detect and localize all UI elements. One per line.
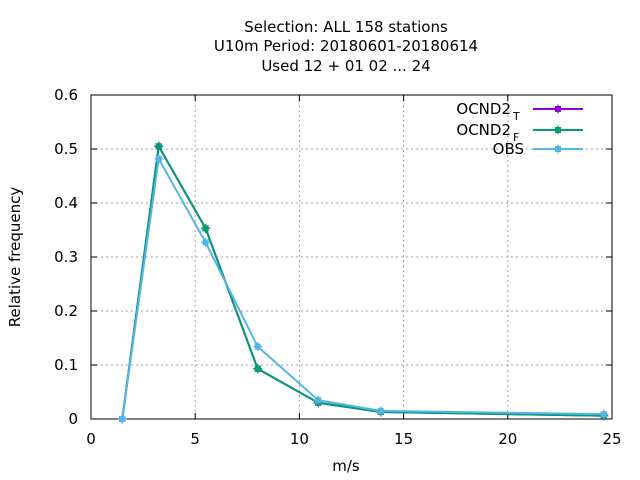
data-point [201,223,211,233]
series-2 [117,141,609,424]
data-point [599,409,609,419]
chart-title-line-2: U10m Period: 20180601-20180614 [214,37,478,55]
legend-swatch-marker [553,125,563,135]
legend-swatch-marker [553,144,563,154]
series-3 [117,154,609,424]
axis-ticks: 0 5 10 15 20 25 0 0.1 0.2 0.3 0.4 0.5 0.6 [54,86,621,448]
data-point [154,141,164,151]
x-tick-label: 15 [394,430,413,448]
series-1 [117,141,609,424]
legend-label: OCND2 [456,121,511,139]
legend-swatch-marker [553,104,563,114]
data-point [376,406,386,416]
y-tick-label: 0.5 [54,140,78,158]
legend-label-subscript: T [512,110,520,123]
legend-entry: OCND2 T [456,100,583,123]
data-point [313,395,323,405]
legend-entry: OBS [493,140,583,158]
legend-label-subscript: F [513,131,519,144]
chart-title-line-3: Used 12 + 01 02 ... 24 [261,57,430,75]
data-point [253,364,263,374]
y-tick-label: 0.4 [54,194,78,212]
legend-label: OCND2 [456,100,511,118]
data-point [117,414,127,424]
x-tick-label: 0 [86,430,96,448]
series-group [117,141,609,424]
series-line [121,145,604,420]
chart-title-line-1: Selection: ALL 158 stations [244,18,448,36]
series-line [121,145,604,420]
x-tick-label: 20 [498,430,517,448]
y-axis-label: Relative frequency [6,187,24,328]
series-line [121,157,604,420]
legend-label: OBS [493,140,524,158]
x-tick-label: 10 [290,430,309,448]
x-axis-label: m/s [332,457,360,475]
data-point [201,237,211,247]
data-point [253,342,263,352]
grid [91,95,612,419]
y-tick-label: 0.6 [54,86,78,104]
x-tick-label: 25 [602,430,621,448]
y-tick-label: 0.3 [54,248,78,266]
data-point [154,154,164,164]
y-tick-label: 0 [68,410,78,428]
legend-entry: OCND2 F [456,121,583,144]
y-tick-label: 0.1 [54,356,78,374]
x-tick-label: 5 [190,430,200,448]
y-tick-label: 0.2 [54,302,78,320]
